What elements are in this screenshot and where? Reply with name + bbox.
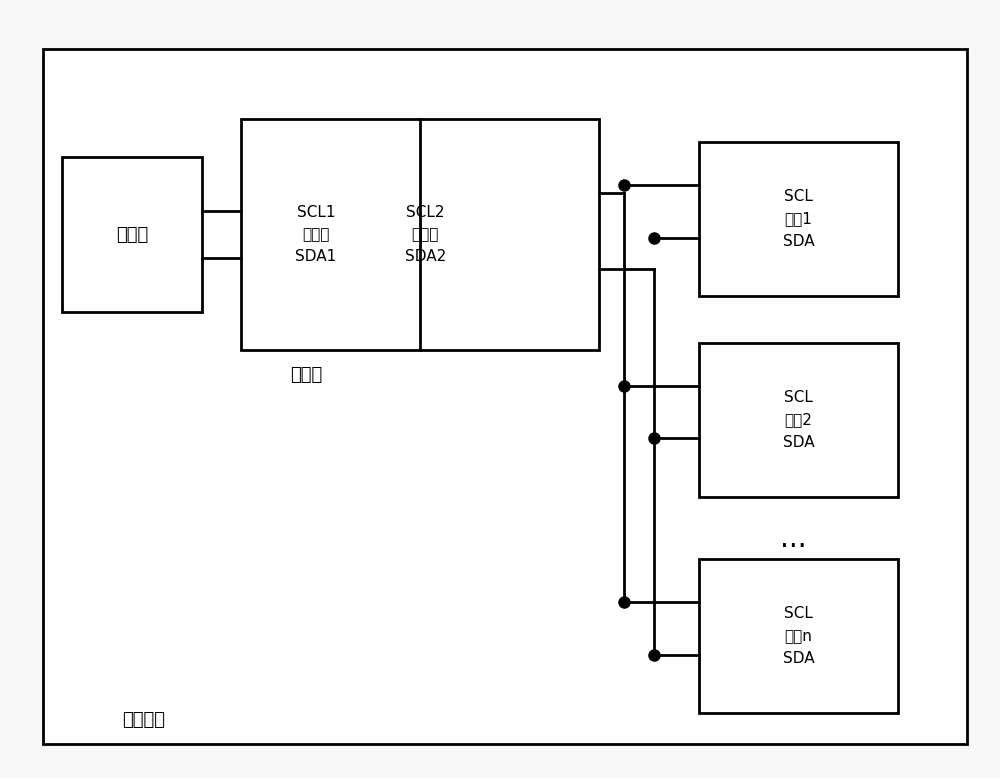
Bar bbox=[699, 342, 898, 497]
Text: 管理器: 管理器 bbox=[290, 366, 322, 384]
Text: 上位机: 上位机 bbox=[116, 226, 148, 244]
Text: SCL
从机n
SDA: SCL 从机n SDA bbox=[783, 607, 814, 666]
Text: SCL1
从模式
SDA1: SCL1 从模式 SDA1 bbox=[295, 205, 337, 265]
Text: 设备整机: 设备整机 bbox=[122, 711, 165, 729]
Text: SCL
从机1
SDA: SCL 从机1 SDA bbox=[783, 189, 814, 249]
Text: SCL2
主模式
SDA2: SCL2 主模式 SDA2 bbox=[405, 205, 446, 265]
Text: ···: ··· bbox=[780, 534, 807, 562]
Bar bbox=[241, 118, 599, 350]
Bar bbox=[62, 157, 202, 312]
Text: SCL
从机2
SDA: SCL 从机2 SDA bbox=[783, 391, 814, 450]
Bar bbox=[699, 559, 898, 713]
Bar bbox=[699, 142, 898, 296]
